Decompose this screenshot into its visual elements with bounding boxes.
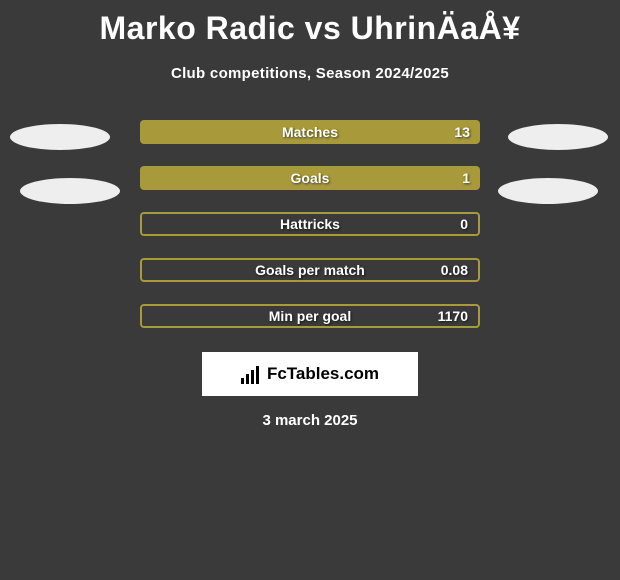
fctables-icon <box>241 364 263 384</box>
stat-row: Goals per match 0.08 <box>140 258 480 282</box>
subtitle: Club competitions, Season 2024/2025 <box>0 65 620 82</box>
stat-row: Hattricks 0 <box>140 212 480 236</box>
avatar <box>10 124 110 150</box>
stat-value: 1170 <box>438 308 468 324</box>
stat-label: Matches <box>282 124 338 140</box>
stat-label: Hattricks <box>280 216 340 232</box>
stat-row: Min per goal 1170 <box>140 304 480 328</box>
stat-row: Matches 13 <box>140 120 480 144</box>
logo-text: FcTables.com <box>267 364 379 384</box>
stats-container: Matches 13 Goals 1 Hattricks 0 Goals per… <box>0 120 620 328</box>
stat-value: 13 <box>454 124 470 140</box>
stat-label: Min per goal <box>269 308 351 324</box>
date: 3 march 2025 <box>0 412 620 429</box>
stat-label: Goals <box>291 170 330 186</box>
stat-row: Goals 1 <box>140 166 480 190</box>
avatar <box>508 124 608 150</box>
avatar <box>20 178 120 204</box>
logo-box: FcTables.com <box>202 352 418 396</box>
page-title: Marko Radic vs UhrinÄaÅ¥ <box>0 0 620 47</box>
stat-value: 0.08 <box>441 262 468 278</box>
stat-label: Goals per match <box>255 262 365 278</box>
stat-value: 0 <box>460 216 468 232</box>
stat-value: 1 <box>462 170 470 186</box>
avatar <box>498 178 598 204</box>
